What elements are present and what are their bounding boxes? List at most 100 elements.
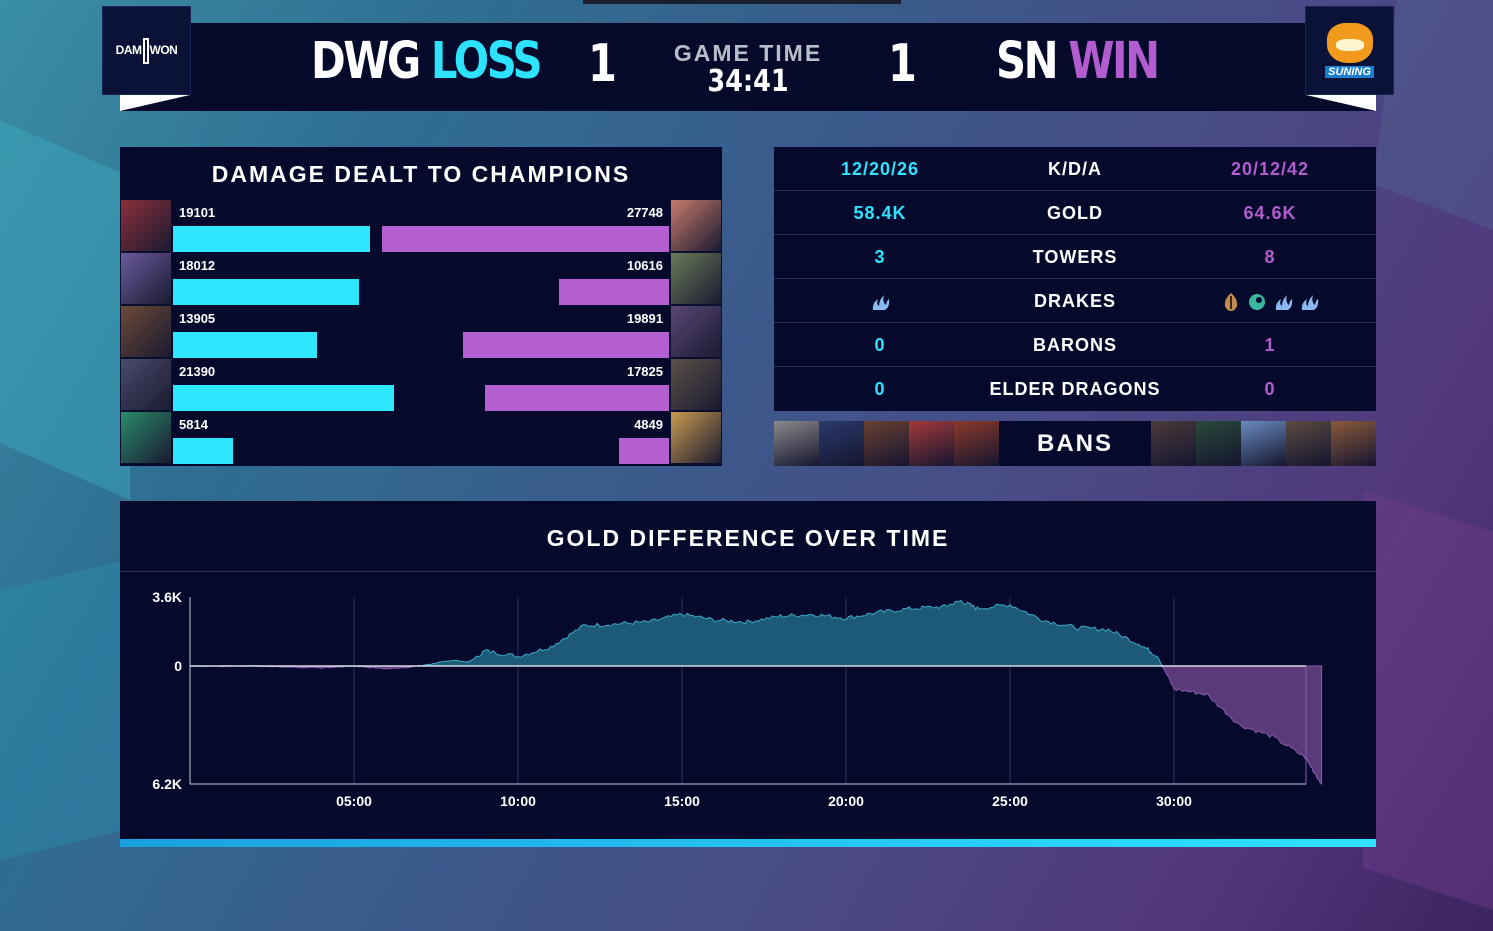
red-damage-bar xyxy=(619,438,669,464)
suning-logo-text: SUNING xyxy=(1325,66,1374,78)
stat-right-value: 64.6K xyxy=(1243,203,1297,223)
damage-panel: DAMAGE DEALT TO CHAMPIONS 19101 27748 1801… xyxy=(120,147,722,466)
red-ban-portrait xyxy=(1241,421,1286,466)
dwg-logo-text-a: DAM xyxy=(115,42,142,57)
blue-champion-portrait xyxy=(120,411,172,464)
stat-right-value: 0 xyxy=(1264,379,1276,399)
blue-champion-portrait xyxy=(120,305,172,358)
blue-damage-value: 13905 xyxy=(179,311,216,326)
stat-row-barons: 0 BARONS 1 xyxy=(774,323,1376,367)
blue-champion-portrait xyxy=(120,252,172,305)
blue-damage-bar xyxy=(173,226,370,252)
ocean-drake-icon xyxy=(1249,294,1265,311)
blue-damage-bar xyxy=(173,332,317,358)
left-team-result: LOSS xyxy=(430,32,543,91)
x-tick-label: 25:00 xyxy=(992,793,1028,809)
red-champion-portrait xyxy=(670,199,722,252)
stat-left-value: 3 xyxy=(874,247,886,267)
gold-chart-panel: GOLD DIFFERENCE OVER TIME 3.6K 0 6.2K 05:00… xyxy=(120,501,1376,847)
left-team-tag: DWG xyxy=(311,32,421,91)
right-team-tag: SN xyxy=(996,32,1059,91)
red-champion-portrait xyxy=(670,358,722,411)
stat-label: K/D/A xyxy=(1048,159,1102,179)
red-ban-portrait xyxy=(1196,421,1241,466)
blue-damage-value: 21390 xyxy=(179,364,216,379)
stat-right-value: 8 xyxy=(1264,247,1276,267)
red-ban-portrait xyxy=(1151,421,1196,466)
stat-left-value: 58.4K xyxy=(853,203,907,223)
red-ban-portrait xyxy=(1286,421,1331,466)
right-team-title: SN WIN xyxy=(996,36,1160,87)
gold-chart-title: GOLD DIFFERENCE OVER TIME xyxy=(546,525,950,551)
damage-row: 19101 27748 xyxy=(120,199,722,252)
cloud-drake-icon xyxy=(1275,295,1293,311)
damage-row: 5814 4849 xyxy=(120,411,722,464)
accent-strip xyxy=(120,839,1376,847)
mountain-drake-icon xyxy=(1224,293,1238,312)
red-damage-bar xyxy=(485,385,669,411)
left-team-score: 1 xyxy=(588,34,617,94)
stat-left-value: 0 xyxy=(874,335,886,355)
left-team-title: DWG LOSS xyxy=(311,36,543,87)
stat-row-kda: 12/20/26 K/D/A 20/12/42 xyxy=(774,147,1376,191)
top-strip xyxy=(583,0,901,4)
background-shape xyxy=(0,120,130,500)
blue-ban-portrait xyxy=(954,421,999,466)
background-shape xyxy=(1363,490,1493,910)
blue-ban-portrait xyxy=(909,421,954,466)
stat-label: DRAKES xyxy=(1033,291,1116,311)
stat-left-value: 12/20/26 xyxy=(840,159,920,179)
dwg-logo: DAM WON xyxy=(102,6,191,95)
blue-damage-value: 19101 xyxy=(179,205,216,220)
red-champion-portrait xyxy=(670,252,722,305)
x-tick-label: 30:00 xyxy=(1156,793,1192,809)
blue-damage-value: 5814 xyxy=(179,417,208,432)
bans-label: BANS xyxy=(1036,430,1113,457)
x-tick-label: 15:00 xyxy=(664,793,700,809)
blue-champion-portrait xyxy=(120,199,172,252)
stat-label: TOWERS xyxy=(1032,247,1118,267)
drakes-right xyxy=(1164,279,1376,323)
x-tick-label: 05:00 xyxy=(336,793,372,809)
right-team-score: 1 xyxy=(888,34,917,94)
damage-row: 21390 17825 xyxy=(120,358,722,411)
dwg-logo-text: DAM WON xyxy=(115,37,178,64)
blue-champion-portrait xyxy=(120,358,172,411)
stat-label: BARONS xyxy=(1032,335,1117,355)
stat-label: GOLD xyxy=(1047,203,1103,223)
gold-lead-area-blue xyxy=(189,599,1322,667)
red-damage-value: 17825 xyxy=(626,364,663,379)
cloud-drake-icon xyxy=(872,295,890,311)
tiger-icon xyxy=(1326,23,1373,63)
x-tick-label: 20:00 xyxy=(828,793,864,809)
drakes-left xyxy=(774,279,986,323)
red-damage-value: 4849 xyxy=(634,417,663,432)
stat-right-value: 1 xyxy=(1264,335,1276,355)
red-damage-bar xyxy=(463,332,669,358)
divider xyxy=(120,571,1376,572)
red-damage-value: 19891 xyxy=(626,311,663,326)
red-damage-value: 27748 xyxy=(626,205,663,220)
stat-right-value: 20/12/42 xyxy=(1230,159,1310,179)
damage-row: 13905 19891 xyxy=(120,305,722,358)
red-damage-bar xyxy=(559,279,669,305)
stats-panel: 12/20/26 K/D/A 20/12/42 58.4K GOLD 64.6K… xyxy=(774,147,1376,411)
y-tick-label: 3.6K xyxy=(152,589,182,605)
red-champion-portrait xyxy=(670,411,722,464)
red-damage-value: 10616 xyxy=(626,258,663,273)
blue-damage-bar xyxy=(173,385,394,411)
stat-row-gold: 58.4K GOLD 64.6K xyxy=(774,191,1376,235)
blue-damage-value: 18012 xyxy=(179,258,216,273)
bans-panel: BANS xyxy=(774,421,1376,466)
damage-row: 18012 10616 xyxy=(120,252,722,305)
blue-damage-bar xyxy=(173,438,233,464)
dwg-logo-text-b: WON xyxy=(149,42,178,57)
stat-left-value: 0 xyxy=(874,379,886,399)
blue-damage-bar xyxy=(173,279,359,305)
cloud-drake-icon xyxy=(1301,295,1319,311)
x-tick-label: 10:00 xyxy=(500,793,536,809)
red-champion-portrait xyxy=(670,305,722,358)
damage-panel-title: DAMAGE DEALT TO CHAMPIONS xyxy=(211,161,631,187)
y-tick-label: 6.2K xyxy=(152,776,182,792)
right-team-result: WIN xyxy=(1068,32,1160,91)
